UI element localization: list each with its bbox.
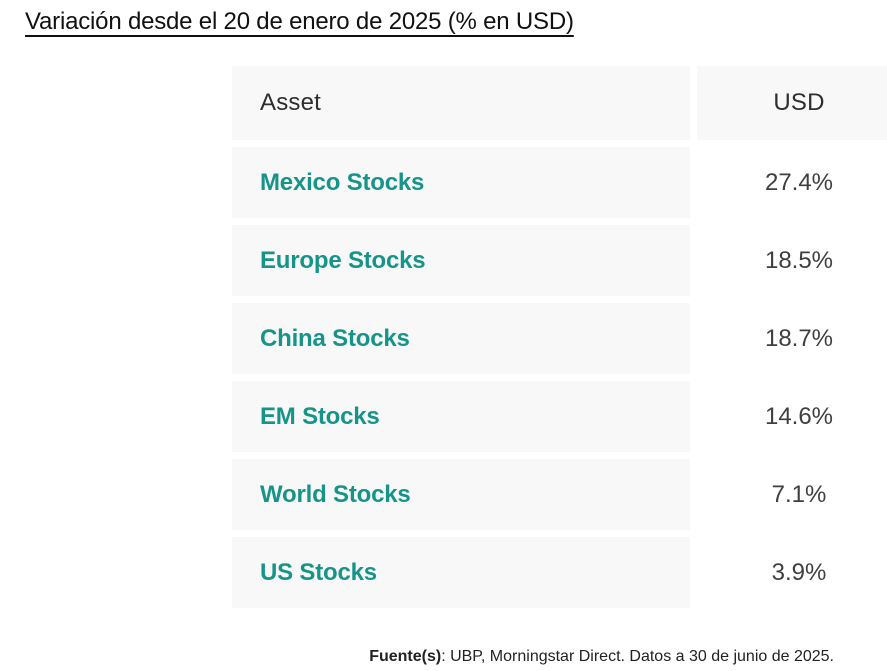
asset-name: US Stocks	[260, 558, 377, 586]
source-label: Fuente(s)	[369, 648, 442, 665]
usd-value: 18.5%	[764, 246, 834, 274]
usd-value-cell: 27.4%	[697, 147, 887, 218]
asset-cell: China Stocks	[232, 303, 690, 374]
usd-value: 3.9%	[771, 558, 827, 586]
asset-cell: EM Stocks	[232, 381, 690, 452]
usd-value-cell: 3.9%	[697, 537, 887, 608]
usd-value-cell: 7.1%	[697, 459, 887, 530]
usd-value-cell: 18.5%	[697, 225, 887, 296]
asset-name: EM Stocks	[260, 402, 380, 430]
usd-value-cell: 14.6%	[697, 381, 887, 452]
usd-value: 27.4%	[764, 168, 834, 196]
asset-column-header: Asset	[260, 89, 322, 116]
usd-value: 18.7%	[764, 324, 834, 352]
table-row: EM Stocks 14.6%	[232, 381, 887, 452]
asset-column-header-cell: Asset	[232, 66, 690, 140]
table-row: Europe Stocks 18.5%	[232, 225, 887, 296]
asset-cell: Europe Stocks	[232, 225, 690, 296]
table-row: US Stocks 3.9%	[232, 537, 887, 608]
table-row: Mexico Stocks 27.4%	[232, 147, 887, 218]
table-row: China Stocks 18.7%	[232, 303, 887, 374]
usd-value: 14.6%	[764, 402, 834, 430]
asset-name: Mexico Stocks	[260, 168, 425, 196]
table-header-row: Asset USD	[232, 66, 887, 140]
usd-value-cell: 18.7%	[697, 303, 887, 374]
asset-name: World Stocks	[260, 480, 411, 508]
usd-value: 7.1%	[771, 480, 827, 508]
source-note: Fuente(s): UBP, Morningstar Direct. Dato…	[369, 648, 834, 666]
asset-name: China Stocks	[260, 324, 410, 352]
page-title: Variación desde el 20 de enero de 2025 (…	[25, 8, 574, 35]
usd-column-header: USD	[773, 89, 825, 116]
returns-table: Asset USD Mexico Stocks 27.4% Europe Sto…	[232, 66, 887, 615]
usd-column-header-cell: USD	[697, 66, 887, 140]
asset-cell: US Stocks	[232, 537, 690, 608]
asset-cell: World Stocks	[232, 459, 690, 530]
source-text: : UBP, Morningstar Direct. Datos a 30 de…	[441, 648, 834, 665]
table-row: World Stocks 7.1%	[232, 459, 887, 530]
asset-name: Europe Stocks	[260, 246, 426, 274]
asset-cell: Mexico Stocks	[232, 147, 690, 218]
